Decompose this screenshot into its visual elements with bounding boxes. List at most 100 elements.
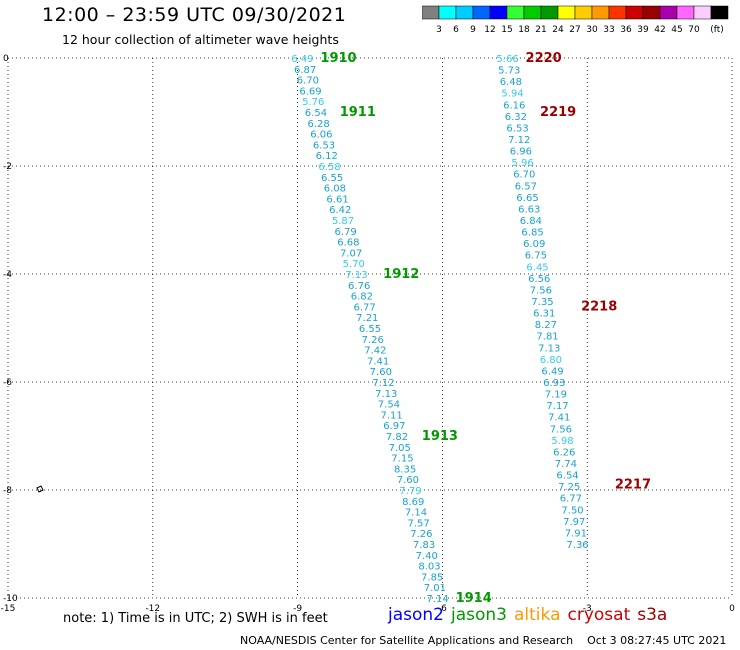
x-tick-label: -6 [438, 604, 447, 614]
scale-label: 36 [620, 25, 632, 35]
wave-height-value: 6.97 [383, 421, 405, 432]
wave-height-value: 7.11 [380, 410, 402, 421]
legend-cryosat: cryosat [567, 605, 631, 625]
wave-height-value: 7.14 [405, 508, 427, 519]
scale-swatch [710, 5, 729, 20]
y-tick-label: -6 [3, 378, 12, 388]
wave-height-value: 6.45 [526, 262, 548, 273]
scale-label: 12 [484, 25, 495, 35]
wave-height-value: 6.56 [528, 274, 550, 285]
wave-height-value: 6.96 [510, 147, 532, 158]
wave-height-value: 6.55 [321, 173, 343, 184]
wave-height-value: 8.27 [535, 320, 557, 331]
x-tick-label: -3 [583, 604, 592, 614]
y-tick-label: -2 [3, 162, 12, 172]
pass-time-label: 2217 [615, 478, 651, 493]
wave-height-value: 7.83 [413, 540, 435, 551]
scale-label: 45 [671, 25, 682, 35]
wave-height-value: 6.26 [553, 447, 575, 458]
pass-time-label: 2218 [581, 299, 617, 314]
wave-height-value: 8.35 [394, 464, 416, 475]
wave-height-value: 7.35 [531, 297, 553, 308]
wave-height-value: 6.31 [533, 309, 555, 320]
scale-label: 39 [637, 25, 649, 35]
wave-height-value: 6.70 [513, 170, 535, 181]
wave-height-value: 6.61 [326, 194, 348, 205]
wave-height-value: 6.63 [518, 204, 540, 215]
wave-height-value: 6.53 [506, 123, 528, 134]
wave-height-value: 6.79 [335, 227, 357, 238]
wave-height-value: 6.54 [556, 471, 578, 482]
wave-height-value: 6.76 [348, 281, 370, 292]
credit-text: NOAA/NESDIS Center for Satellite Applica… [240, 634, 574, 647]
wave-height-value: 5.73 [498, 66, 520, 77]
legend-jason2: jason2 [388, 605, 444, 625]
wave-height-value: 6.77 [353, 302, 375, 313]
pass-time-label: 1910 [320, 51, 356, 66]
wave-height-value: 5.76 [302, 97, 324, 108]
wave-height-value: 7.79 [399, 486, 421, 497]
wave-height-value: 7.81 [536, 332, 558, 343]
scale-label: 6 [453, 25, 459, 35]
wave-height-value: 6.53 [313, 140, 335, 151]
wave-height-value: 6.55 [359, 324, 381, 335]
color-scale: 3 6 9 12 15 18 21 24 27 30 33 36 39 42 45 70 (ft) [422, 5, 729, 35]
x-tick-label: -9 [293, 604, 302, 614]
wave-height-value: 7.85 [421, 572, 443, 583]
wave-height-value: 7.56 [530, 285, 552, 296]
wave-height-value: 7.15 [391, 454, 413, 465]
pass-time-label: 2219 [540, 105, 576, 120]
scale-label: 18 [518, 25, 530, 35]
legend-s3a: s3a [637, 605, 668, 625]
wave-height-value: 6.57 [515, 181, 537, 192]
chart-title: 12:00 – 23:59 UTC 09/30/2021 [42, 4, 347, 26]
wave-height-value: 7.13 [345, 270, 367, 281]
wave-height-value: 6.09 [523, 239, 545, 250]
wave-height-value: 6.54 [305, 108, 327, 119]
wave-height-value: 7.26 [362, 335, 384, 346]
wave-height-value: 7.56 [550, 424, 572, 435]
wave-height-value: 6.32 [505, 112, 527, 123]
wave-height-value: 7.60 [370, 367, 392, 378]
x-tick-label: -12 [145, 604, 160, 614]
wave-height-value: 5.70 [343, 259, 365, 270]
wave-height-value: 7.57 [408, 518, 430, 529]
wave-height-value: 7.91 [565, 528, 587, 539]
wave-height-value: 7.42 [364, 346, 386, 357]
wave-height-value: 7.82 [386, 432, 408, 443]
wave-height-value: 7.36 [566, 540, 588, 551]
wave-height-value: 5.87 [332, 216, 354, 227]
x-tick-label: 0 [729, 604, 735, 614]
wave-height-value: 6.80 [540, 355, 562, 366]
scale-label: 3 [436, 25, 442, 35]
pass-time-label: 1914 [456, 591, 492, 606]
scale-label: 9 [470, 25, 476, 35]
wave-height-value: 6.70 [297, 76, 319, 87]
wave-height-value: 6.69 [299, 86, 321, 97]
y-tick-label: -4 [3, 270, 12, 280]
pass-time-label: 1911 [340, 105, 376, 120]
wave-height-value: 6.82 [351, 292, 373, 303]
wave-height-value: 8.03 [418, 562, 440, 573]
scale-label: 30 [586, 25, 598, 35]
wave-height-value: 7.74 [555, 459, 577, 470]
wave-height-value: 6.87 [294, 65, 316, 76]
legend-jason3: jason3 [451, 605, 507, 625]
wave-height-value: 5.98 [551, 436, 573, 447]
wave-height-value: 7.50 [561, 505, 583, 516]
wave-height-value: 6.85 [521, 228, 543, 239]
wave-height-value: 6.58 [318, 162, 340, 173]
wave-height-value: 6.49 [291, 54, 313, 65]
wave-height-value: 7.19 [545, 390, 567, 401]
wave-height-value: 7.13 [375, 389, 397, 400]
wave-height-value: 5.94 [501, 89, 523, 100]
wave-height-value: 7.41 [548, 413, 570, 424]
scale-label: 42 [654, 25, 665, 35]
wave-height-value: 6.93 [543, 378, 565, 389]
wave-height-value: 7.12 [508, 135, 530, 146]
wave-height-value: 7.01 [424, 583, 446, 594]
scale-label: 27 [569, 25, 580, 35]
wave-height-value: 7.17 [546, 401, 568, 412]
wave-height-value: 6.68 [337, 238, 359, 249]
